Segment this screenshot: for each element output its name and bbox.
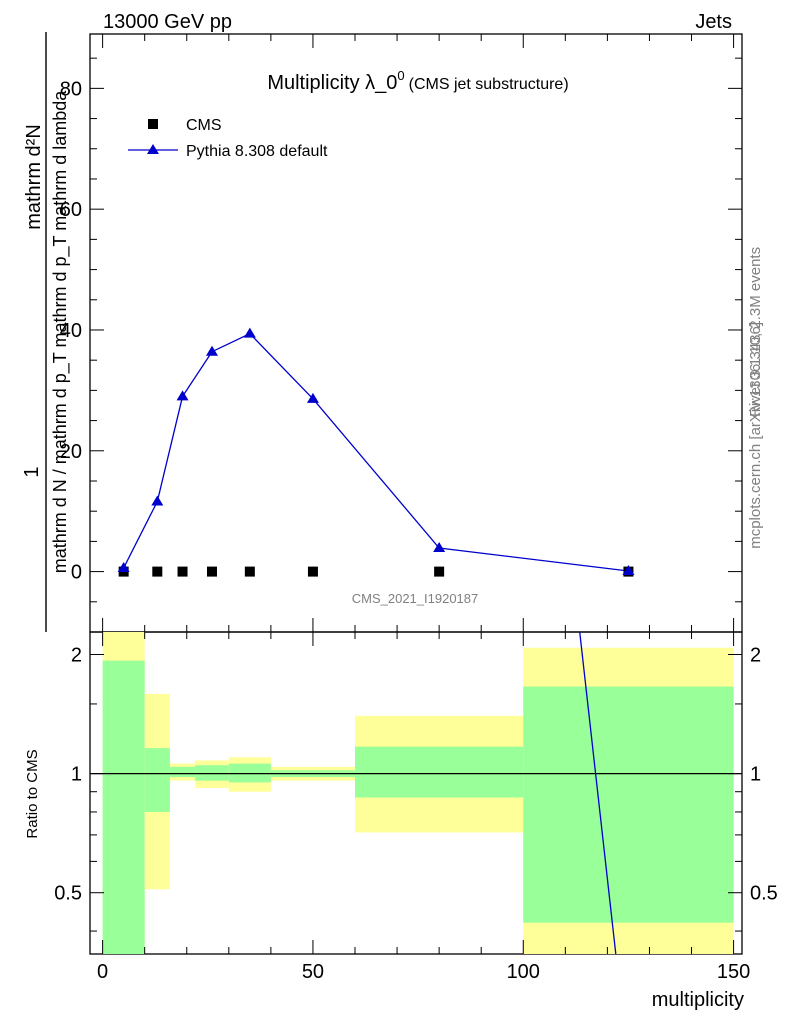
legend-mc-marker bbox=[147, 144, 159, 154]
cms-data-point bbox=[434, 566, 445, 577]
chart-title-sup: 0 bbox=[397, 68, 404, 83]
x-tick-label: 0 bbox=[97, 961, 108, 983]
mc-data-point bbox=[306, 392, 319, 403]
x-tick-label: 100 bbox=[507, 961, 540, 983]
mc-data-point bbox=[176, 390, 189, 401]
main-y-tick-label: 0 bbox=[71, 562, 82, 584]
ratio-y-tick-label-left: 2 bbox=[71, 645, 82, 667]
main-y-axis-label: 1 mathrm d²N mathrm d N / mathrm d p_T m… bbox=[21, 32, 71, 632]
ratio-panel-frame bbox=[89, 631, 743, 955]
ylabel-denominator: mathrm d N / mathrm d p_T mathrm d p_T m… bbox=[50, 90, 71, 573]
chart-subtitle: (CMS jet substructure) bbox=[409, 76, 569, 93]
cms-data-point bbox=[307, 566, 318, 577]
main-ticks: 0 20 40 60 80 bbox=[60, 34, 742, 633]
x-axis-label: multiplicity bbox=[652, 989, 744, 1011]
main-y-tick-label: 20 bbox=[60, 441, 82, 463]
main-y-tick-label: 40 bbox=[60, 320, 82, 342]
cms-data-point bbox=[206, 566, 217, 577]
ratio-y-tick-label-right: 2 bbox=[750, 645, 761, 667]
ratio-green-band bbox=[169, 766, 196, 778]
rivet-version-label: Rivet 3.1.10, 2.3M events bbox=[747, 247, 764, 417]
ratio-layer bbox=[90, 631, 742, 955]
cms-data-point bbox=[244, 566, 255, 577]
mc-series-line bbox=[123, 332, 629, 572]
legend: CMS Pythia 8.308 default bbox=[128, 117, 328, 160]
header-right: Jets bbox=[695, 11, 732, 33]
mc-data-point bbox=[117, 561, 130, 572]
mc-data-point bbox=[243, 327, 256, 338]
ratio-y-axis-label: Ratio to CMS bbox=[24, 749, 41, 838]
ratio-y-tick-label-right: 0.5 bbox=[750, 883, 778, 905]
ratio-bands bbox=[102, 632, 734, 954]
header-left: 13000 GeV pp bbox=[103, 11, 232, 33]
ratio-mc-line bbox=[579, 631, 617, 955]
ratio-ticks: 0.5 0.5 1 1 2 2 0 50 100 150 bbox=[54, 632, 778, 983]
legend-cms-marker bbox=[148, 119, 158, 129]
ratio-green-band bbox=[523, 686, 734, 923]
x-tick-label: 50 bbox=[302, 961, 324, 983]
main-y-tick-label: 80 bbox=[60, 78, 82, 100]
cms-data-point bbox=[152, 566, 163, 577]
legend-cms-label: CMS bbox=[186, 117, 222, 134]
ratio-y-tick-label-right: 1 bbox=[750, 764, 761, 786]
ratio-green-band bbox=[144, 748, 170, 812]
ratio-y-tick-label-left: 1 bbox=[71, 764, 82, 786]
mc-data-point bbox=[205, 345, 218, 356]
ratio-green-band bbox=[102, 660, 145, 954]
ratio-green-band bbox=[355, 746, 524, 798]
x-tick-label: 150 bbox=[717, 961, 750, 983]
main-y-tick-label: 60 bbox=[60, 199, 82, 221]
mc-data-point bbox=[433, 542, 446, 553]
legend-mc-label: Pythia 8.308 default bbox=[186, 143, 328, 160]
mc-data-point bbox=[151, 495, 164, 506]
mc-data-point bbox=[622, 564, 635, 575]
ylabel-one: 1 bbox=[21, 466, 43, 477]
ylabel-numerator: mathrm d²N bbox=[23, 124, 45, 230]
cms-data-point bbox=[177, 566, 188, 577]
chart-title-main: Multiplicity λ_0 bbox=[267, 72, 397, 94]
ratio-y-tick-label-left: 0.5 bbox=[54, 883, 82, 905]
mcplots-label: mcplots.cern.ch [arXiv:1306.3436] bbox=[747, 322, 764, 549]
analysis-watermark: CMS_2021_I1920187 bbox=[352, 591, 479, 606]
ratio-green-band bbox=[195, 765, 229, 781]
chart-title: Multiplicity λ_00 (CMS jet substructure) bbox=[267, 68, 568, 94]
main-series bbox=[117, 327, 635, 577]
